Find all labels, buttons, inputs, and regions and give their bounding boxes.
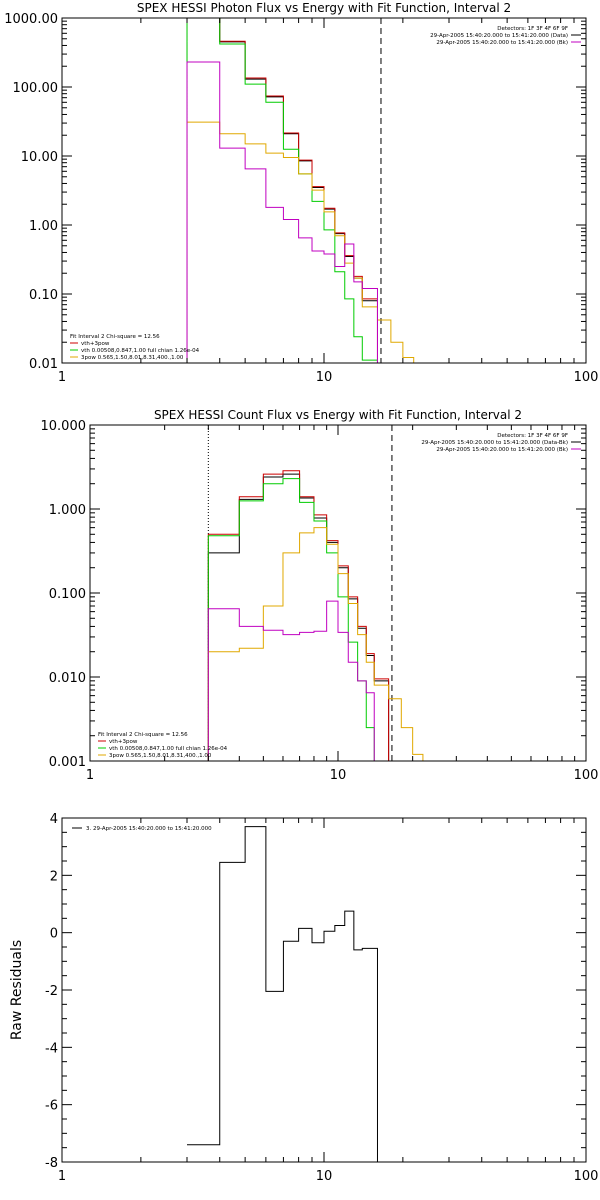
y-tick-label: 0.010	[49, 671, 86, 686]
y-tick-label: 2	[50, 869, 58, 884]
series-line-1	[207, 470, 390, 761]
y-tick-label: 100.00	[13, 81, 59, 96]
series-line-0	[187, 826, 378, 1162]
legend-entry: vth+3pow	[81, 341, 110, 347]
x-tick-label: 10	[316, 1169, 333, 1184]
series-line-4	[207, 600, 390, 761]
series-line-2	[207, 478, 390, 761]
series-group	[207, 470, 424, 761]
x-tick-label: 100	[574, 1169, 599, 1184]
y-axis-label: Raw Residuals	[9, 940, 25, 1040]
series-line-3	[207, 527, 424, 761]
series-line-4	[186, 61, 392, 363]
y-tick-label: -6	[45, 1099, 58, 1114]
x-tick-label: 10	[330, 768, 347, 783]
legend-entry: Fit Interval 2 Chi-square = 12.56	[98, 732, 188, 738]
legend-entry: vth 0.00508,0.847,1.00 full chian 1.26e-…	[81, 348, 200, 354]
series-line-2	[186, 18, 378, 363]
y-tick-label: -4	[45, 1041, 58, 1056]
chart-title: SPEX HESSI Photon Flux vs Energy with Fi…	[137, 1, 511, 15]
y-tick-label: 0.10	[29, 288, 58, 303]
legend-entry: 29-Apr-2005 15:40:20.000 to 15:41:20.000…	[436, 40, 568, 46]
y-tick-label: 1.00	[29, 219, 58, 234]
count-flux-panel: SPEX HESSI Count Flux vs Energy with Fit…	[41, 408, 599, 783]
x-tick-label: 100	[574, 370, 599, 385]
legend-entry: Detectors: 1F 3F 4F 6F 9F	[497, 433, 568, 439]
plot-frame	[61, 817, 587, 1163]
residuals-panel: 1 10 100 -8 -6 -4 -2 0 2 4 Raw Residuals 3. 29-Apr-…	[9, 812, 598, 1184]
y-tick-label: 10.00	[21, 150, 58, 165]
photon-flux-panel: SPEX HESSI Photon Flux vs Energy with Fi…	[4, 1, 598, 385]
legend-entry: vth+3pow	[109, 739, 138, 745]
y-tick-label: 10.000	[41, 419, 87, 434]
series-line-0	[186, 18, 378, 363]
legend-entry: Detectors: 1F 3F 4F 6F 9F	[497, 26, 568, 32]
y-tick-label: 0.001	[49, 755, 86, 770]
legend-entry: 3. 29-Apr-2005 15:40:20.000 to 15:41:20.…	[86, 826, 212, 832]
legend-entry: 3pow 0.565,1.50,8.01,8.31,400.,1.00	[109, 753, 212, 759]
y-tick-label: 0	[50, 927, 58, 942]
legend-entry: 29-Apr-2005 15:40:20.000 to 15:41:20.000…	[436, 447, 568, 453]
series-group	[187, 826, 378, 1162]
x-tick-label: 10	[316, 370, 333, 385]
series-line-3	[186, 121, 415, 363]
series-group	[186, 18, 415, 363]
y-tick-label: 0.01	[29, 357, 58, 372]
legend-entry: 29-Apr-2005 15:40:20.000 to 15:41:20.000…	[430, 33, 568, 39]
legend-entry: 3pow 0.565,1.50,8.01,8.31,400.,1.00	[81, 355, 184, 361]
series-line-0	[207, 473, 390, 761]
y-tick-label: 0.100	[49, 587, 86, 602]
y-tick-label: -8	[45, 1156, 58, 1171]
x-tick-label: 1	[58, 370, 66, 385]
series-line-1	[186, 18, 378, 363]
x-tick-label: 1	[86, 768, 94, 783]
legend-entry: vth 0.00508,0.847,1.00 full chian 1.26e-…	[109, 746, 228, 752]
legend-entry: Fit Interval 2 Chi-square = 12.56	[70, 334, 160, 340]
x-tick-label: 1	[58, 1169, 66, 1184]
y-tick-label: 4	[50, 812, 58, 827]
y-tick-label: 1000.00	[4, 12, 58, 27]
y-tick-label: 1.000	[49, 503, 86, 518]
x-tick-label: 100	[574, 768, 599, 783]
y-tick-label: -2	[45, 984, 58, 999]
chart-title: SPEX HESSI Count Flux vs Energy with Fit…	[154, 408, 522, 422]
legend-entry: 29-Apr-2005 15:40:20.000 to 15:41:20.000…	[421, 440, 568, 446]
